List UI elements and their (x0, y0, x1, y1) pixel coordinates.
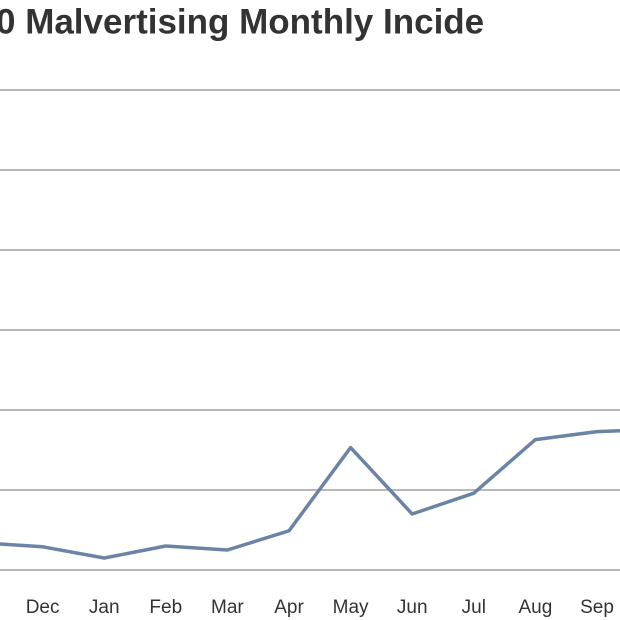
series-line (0, 428, 620, 560)
x-tick-label: Jul (462, 597, 486, 618)
x-tick-label: Aug (518, 597, 552, 618)
x-tick-label: Mar (211, 597, 244, 618)
x-tick-label: Jun (397, 597, 428, 618)
x-tick-label: May (333, 597, 369, 618)
x-tick-label: Feb (149, 597, 182, 618)
x-tick-label: Jan (89, 597, 120, 618)
x-tick-label: Sep (580, 597, 614, 618)
chart-title: 0 Malvertising Monthly Incide (0, 2, 484, 41)
x-tick-label: Apr (274, 597, 304, 618)
x-tick-label: Dec (26, 597, 60, 618)
